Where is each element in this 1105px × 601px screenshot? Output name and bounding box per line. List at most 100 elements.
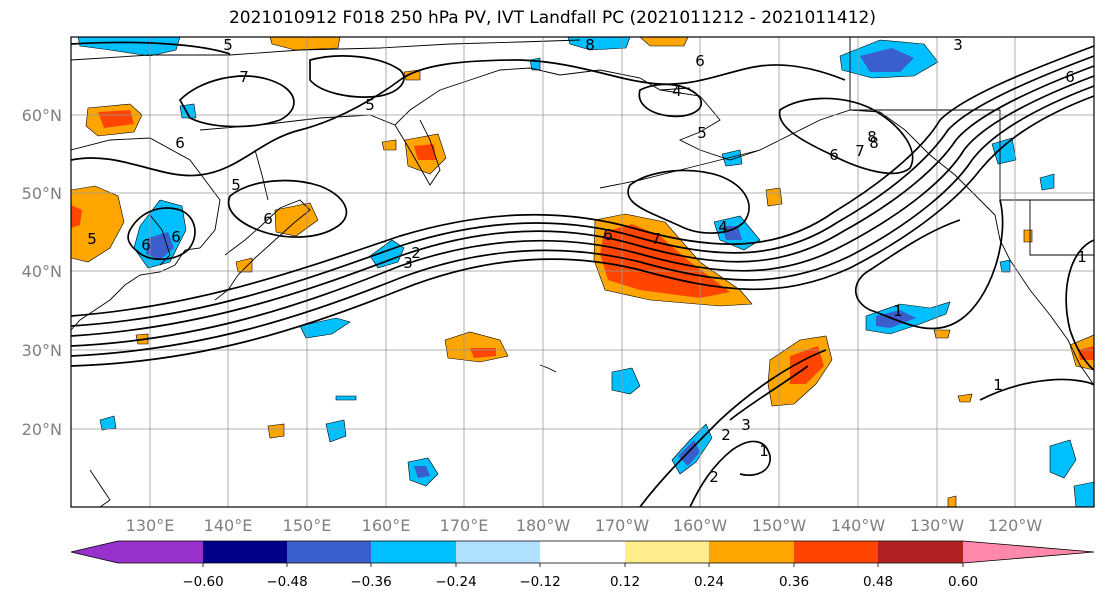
lon-label: 160°E: [362, 516, 411, 535]
coast-us-states: [1029, 200, 1094, 256]
colorbar-label: 0.60: [948, 574, 978, 590]
warm-patch-small-3: [933, 329, 951, 339]
coast-kamchatka: [394, 119, 441, 186]
longitude-labels: 130°E 140°E 150°E 160°E 170°E 180°W 170°W 160°W…: [126, 516, 1043, 535]
contour-1-jet: [71, 95, 1094, 367]
contour-label: 2: [721, 426, 731, 444]
lon-label: 150°E: [283, 516, 332, 535]
cool-patch-small-7: [335, 395, 357, 401]
contour-6-jet: [71, 45, 1094, 317]
contour-label: 3: [741, 416, 751, 434]
contour-label: 6: [603, 226, 613, 244]
contour-2-jet: [71, 85, 1094, 357]
colorbar-label: 0.12: [610, 574, 640, 590]
colorbar: −0.60 −0.48 −0.36 −0.24 −0.12 0.12 0.24 0.36 0.4…: [70, 540, 1095, 590]
colorbar-segment: [203, 541, 287, 563]
contour-label: 8: [585, 36, 595, 54]
lon-label: 160°W: [673, 516, 728, 535]
coast-canada-border: [850, 109, 1094, 201]
cool-patch-hawaii-w: [611, 367, 641, 395]
lat-label: 40°N: [22, 262, 62, 281]
contour-label: 1: [993, 376, 1003, 394]
map-background: [71, 37, 1094, 507]
cool-patch-alaska-core: [860, 48, 914, 72]
contour-label: 2: [709, 468, 719, 486]
contour-label: 5: [231, 176, 241, 194]
cool-patch-small-3: [721, 149, 743, 167]
colorbar-segment: [118, 541, 203, 563]
colorbar-segment: [371, 541, 456, 563]
latitude-labels: 60°N 50°N 40°N 30°N 20°N: [22, 106, 62, 439]
contour-north-2: [178, 75, 295, 128]
contour-korea-loop: [127, 207, 196, 261]
cool-patch-small-5: [1039, 173, 1055, 191]
lon-label: 140°E: [204, 516, 253, 535]
lat-label: 30°N: [22, 341, 62, 360]
contour-label: 6: [263, 210, 273, 228]
warm-patch-small-5: [957, 393, 973, 403]
lat-label: 20°N: [22, 420, 62, 439]
warm-patch-asia-west-core: [71, 205, 82, 228]
warm-patch-top-left: [269, 37, 341, 51]
coast-chukotka: [559, 69, 691, 91]
colorbar-label: −0.12: [519, 574, 560, 590]
colorbar-extend-max: [963, 541, 1094, 563]
contour-trough-1: [639, 349, 827, 507]
colorbar-label: −0.36: [350, 574, 391, 590]
warm-patch-top-center: [639, 37, 689, 47]
lat-label: 60°N: [22, 106, 62, 125]
cool-patch-midlat: [299, 317, 351, 339]
colorbar-segment: [878, 541, 963, 563]
cool-patch-nw-canada: [991, 137, 1017, 165]
contour-label: 6: [695, 52, 705, 70]
coast-japan: [214, 199, 311, 301]
lon-label: 170°W: [595, 516, 650, 535]
cool-patch-se: [1049, 439, 1077, 479]
coast-bc: [879, 111, 1011, 261]
coast-philippines: [89, 469, 111, 507]
contour-label: 1: [1077, 248, 1087, 266]
colorbar-outline: [70, 540, 1095, 564]
lon-label: 130°W: [910, 516, 965, 535]
lat-label: 50°N: [22, 184, 62, 203]
contour-label: 1: [759, 442, 769, 460]
contour-trough-3: [729, 365, 809, 421]
contour-label: 6: [171, 228, 181, 246]
warm-patch-asia-west: [71, 185, 125, 263]
contour-label: 1: [893, 302, 903, 320]
contour-label: 5: [87, 230, 97, 248]
warm-patch-small-6: [947, 495, 957, 507]
coast-siberia-north: [71, 39, 581, 61]
cool-patch-top-center: [567, 37, 631, 51]
warm-patch-small-4: [1023, 229, 1033, 243]
contour-label: 6: [1065, 68, 1075, 86]
contour-label: 6: [141, 236, 151, 254]
contour-label: 6: [829, 146, 839, 164]
cool-patch-small-1: [325, 419, 347, 443]
coast-okhotsk: [199, 67, 561, 131]
contour-japan-loop: [227, 179, 348, 238]
warm-patch-small-2: [765, 187, 783, 207]
colorbar-segment: [287, 541, 371, 563]
coast-asia: [71, 137, 221, 331]
cool-patch-sw-core: [414, 466, 430, 478]
lon-label: 150°W: [752, 516, 807, 535]
colorbar-segment: [540, 541, 625, 563]
coast-sakhalin: [254, 149, 269, 201]
contour-label: 4: [718, 218, 728, 236]
coast-alaska: [659, 89, 881, 161]
cool-patch-korea-core: [146, 232, 174, 260]
colorbar-label: 0.36: [779, 574, 809, 590]
contour-label: 8: [867, 128, 877, 146]
lon-label: 130°E: [126, 516, 175, 535]
contour-3-jet: [71, 75, 1094, 347]
cool-patch-small-2: [99, 415, 117, 431]
contour-5-jet: [71, 55, 1094, 327]
contour-north-4: [638, 83, 703, 118]
colorbar-segment: [456, 541, 540, 563]
colorbar-label: 0.48: [863, 574, 893, 590]
warm-patch-small-9: [381, 139, 397, 151]
lon-label: 180°W: [516, 516, 571, 535]
